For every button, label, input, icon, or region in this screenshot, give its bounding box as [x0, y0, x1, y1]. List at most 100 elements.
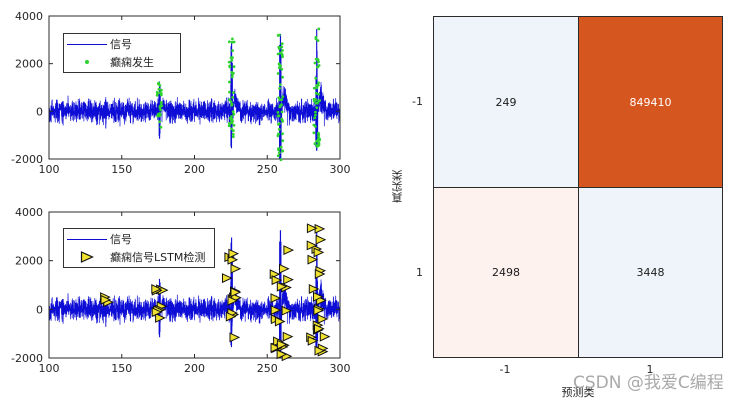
lstm-detection-marker-triangle	[230, 263, 242, 274]
lstm-detection-marker-triangle	[319, 331, 331, 342]
cm-value: 849410	[629, 95, 672, 109]
seizure-marker-dot	[314, 91, 318, 95]
seizure-marker-dot	[277, 127, 281, 131]
seizure-marker-dot	[276, 72, 280, 75]
seizure-marker-dot	[280, 67, 284, 71]
seizure-marker-dot	[279, 145, 283, 149]
legend-entry-lstm-detect: 癫痫信号LSTM检测	[64, 248, 214, 266]
lstm-detection-marker-triangle	[227, 295, 239, 306]
seizure-marker-dot	[230, 59, 234, 62]
lstm-detection-marker-triangle	[228, 248, 240, 259]
x-tick-label: 150	[111, 163, 132, 176]
lstm-detection-marker-triangle	[270, 305, 282, 316]
seizure-marker-dot	[281, 139, 285, 143]
line-swatch	[67, 43, 107, 45]
seizure-marker-dot	[315, 86, 319, 90]
seizure-marker-dot	[160, 88, 163, 92]
seizure-marker-dot	[230, 40, 234, 44]
seizure-marker-dot	[278, 66, 281, 70]
lstm-detection-marker-triangle	[100, 294, 112, 305]
seizure-marker-dot	[280, 45, 284, 49]
seizure-marker-dot	[281, 132, 284, 136]
y-tick-label: -2000	[11, 352, 43, 365]
seizure-marker-dot	[229, 56, 233, 60]
seizure-marker-dot	[314, 76, 318, 80]
x-tick-label: 150	[111, 362, 132, 375]
y-tick-label: 2000	[15, 58, 43, 71]
seizure-marker-dot	[227, 124, 231, 128]
seizure-marker-dot	[231, 49, 235, 52]
seizure-marker-dot	[231, 132, 235, 136]
cm-value: 2498	[492, 266, 520, 279]
seizure-marker-dot	[231, 110, 235, 114]
confusion-matrix: 249 849410 2498 3448	[433, 16, 723, 358]
x-tick-label: 250	[257, 163, 278, 176]
cm-cell-false-neg: 2498	[434, 187, 578, 357]
cm-x-axis-label: 预测类	[561, 386, 595, 399]
seizure-marker-dot	[280, 98, 284, 101]
seizure-marker-dot	[281, 149, 285, 153]
seizure-marker-dot	[316, 39, 320, 42]
seizure-marker-dot	[231, 96, 235, 99]
seizure-marker-dot	[278, 105, 282, 109]
x-tick-label: 100	[39, 163, 60, 176]
cm-cell-true-neg: 249	[434, 17, 578, 187]
lstm-detection-marker-triangle	[270, 342, 282, 353]
lstm-detection-marker-triangle	[306, 223, 318, 234]
seizure-marker-dot	[158, 106, 162, 109]
lstm-detection-marker-triangle	[282, 331, 294, 342]
seizure-marker-dot	[278, 83, 282, 87]
seizure-marker-dot	[230, 103, 234, 107]
lstm-detection-marker-triangle	[283, 245, 295, 256]
seizure-marker-dot	[281, 49, 284, 52]
seizure-marker-dot	[314, 113, 317, 117]
seizure-marker-dot	[158, 120, 162, 124]
seizure-marker-dot	[230, 115, 233, 118]
seizure-marker-dot	[228, 90, 231, 94]
lstm-detection-marker-triangle	[276, 281, 288, 292]
seizure-marker-dot	[276, 154, 280, 158]
lstm-detection-marker-triangle	[306, 240, 318, 251]
lstm-detection-marker-triangle	[313, 291, 324, 302]
seizure-marker-dot	[230, 127, 234, 131]
seizure-marker-dot	[317, 81, 320, 85]
lstm-detection-marker-triangle	[276, 349, 288, 360]
seizure-marker-dot	[277, 147, 280, 151]
seizure-marker-dot	[314, 125, 317, 128]
lstm-detection-marker-triangle	[271, 275, 283, 286]
seizure-marker-dot	[230, 71, 234, 74]
lstm-detection-marker-triangle	[283, 274, 294, 285]
seizure-marker-dot	[312, 131, 316, 135]
lstm-detection-marker-triangle	[314, 223, 326, 234]
legend-top-plot: 信号 癫痫发生	[63, 33, 181, 73]
cm-cell-false-pos: 849410	[578, 17, 722, 187]
seizure-marker-dot	[276, 111, 280, 114]
seizure-marker-dot	[229, 100, 233, 103]
lstm-detection-marker-triangle	[308, 284, 320, 294]
signal-plot-bottom: 100 150 200 250 300 4000 2000 0 -2000	[11, 206, 350, 375]
y-tick-label: 4000	[15, 10, 43, 23]
cm-row-label-neg1: -1	[412, 95, 423, 108]
signal-trace	[49, 29, 340, 159]
lstm-detection-marker-triangle	[313, 305, 325, 316]
seizure-marker-dot	[276, 34, 280, 37]
seizure-marker-dot	[280, 110, 284, 114]
seizure-marker-dot	[232, 65, 236, 68]
seizure-marker-dot	[281, 55, 284, 59]
y-tick-label: -2000	[11, 153, 43, 166]
csdn-watermark: CSDN @我爱C编程	[573, 373, 724, 393]
seizure-marker-dot	[231, 73, 234, 76]
cm-col-label-neg1: -1	[499, 363, 511, 376]
cm-cell-true-pos: 3448	[578, 187, 722, 357]
seizure-marker-dot	[228, 122, 231, 125]
seizure-marker-dot	[313, 116, 317, 120]
lstm-detection-marker-triangle	[317, 314, 329, 324]
triangle-marker-sample	[64, 251, 110, 263]
cm-value: 3448	[636, 266, 665, 279]
signal-line-sample	[64, 43, 110, 45]
legend-label-signal: 信号	[110, 38, 132, 51]
seizure-marker-dot	[276, 114, 280, 118]
y-tick-label: 0	[36, 303, 43, 316]
x-tick-label: 100	[39, 362, 60, 375]
seizure-marker-dot	[317, 134, 320, 138]
